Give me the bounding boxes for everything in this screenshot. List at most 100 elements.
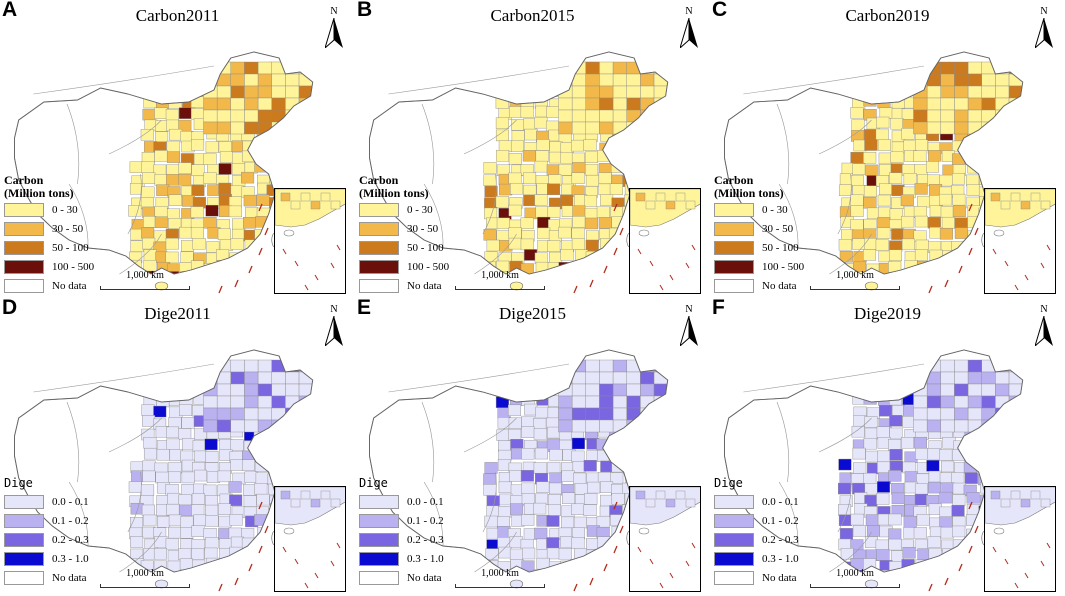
scale-bar: 1,000 km xyxy=(455,270,545,290)
legend-swatch xyxy=(4,259,44,274)
legend-title: Carbon xyxy=(714,173,754,187)
legend-item: 0.1 - 0.2 xyxy=(4,511,89,530)
legend-swatch xyxy=(359,532,399,547)
legend-label: No data xyxy=(407,571,442,584)
panel-letter: D xyxy=(2,296,18,319)
map-panel-c: C Carbon2019 N Carbon (Million tons) 0 -… xyxy=(710,0,1065,298)
legend-swatch xyxy=(4,221,44,236)
map-panel-b: B Carbon2015 N Carbon (Million tons) 0 -… xyxy=(355,0,710,298)
legend-label: 0.0 - 0.1 xyxy=(762,495,799,508)
legend-label: 0.2 - 0.3 xyxy=(52,533,89,546)
legend: Dige 0.0 - 0.1 0.1 - 0.2 0.2 - 0.3 0.3 -… xyxy=(359,476,444,587)
legend-swatch xyxy=(4,513,44,528)
legend: Carbon (Million tons) 0 - 30 30 - 50 50 … xyxy=(4,174,94,295)
legend-swatch xyxy=(714,202,754,217)
scale-label: 1,000 km xyxy=(126,270,164,281)
legend-swatch xyxy=(359,240,399,255)
legend-item: 0.2 - 0.3 xyxy=(359,530,444,549)
legend-item: 0.3 - 1.0 xyxy=(4,549,89,568)
legend-item: 0 - 30 xyxy=(359,200,449,219)
legend-item: 30 - 50 xyxy=(359,219,449,238)
legend-swatch xyxy=(714,240,754,255)
legend: Dige 0.0 - 0.1 0.1 - 0.2 0.2 - 0.3 0.3 -… xyxy=(714,476,799,587)
north-arrow-icon: N xyxy=(676,6,702,50)
legend-label: No data xyxy=(407,279,442,292)
legend-swatch xyxy=(359,202,399,217)
legend-label: 0.0 - 0.1 xyxy=(52,495,89,508)
legend-item: 0.2 - 0.3 xyxy=(4,530,89,549)
legend-label: 50 - 100 xyxy=(407,241,444,254)
scale-bar: 1,000 km xyxy=(100,270,190,290)
legend-label: 0.3 - 1.0 xyxy=(407,552,444,565)
legend-item: 0.2 - 0.3 xyxy=(714,530,799,549)
scale-label: 1,000 km xyxy=(481,568,519,579)
legend-label: No data xyxy=(762,571,797,584)
north-label: N xyxy=(1040,304,1048,315)
legend-subtitle: (Million tons) xyxy=(714,186,784,200)
legend-item: No data xyxy=(359,568,444,587)
legend-label: No data xyxy=(52,571,87,584)
scale-label: 1,000 km xyxy=(126,568,164,579)
legend-label: 0.2 - 0.3 xyxy=(407,533,444,546)
legend-title: Carbon xyxy=(359,173,399,187)
scale-label: 1,000 km xyxy=(481,270,519,281)
legend-label: 30 - 50 xyxy=(762,222,794,235)
panel-title: Carbon2019 xyxy=(845,6,930,25)
legend-item: 0 - 30 xyxy=(714,200,804,219)
legend-swatch xyxy=(359,259,399,274)
legend-label: 0.1 - 0.2 xyxy=(762,514,799,527)
panel-letter: B xyxy=(357,0,373,21)
legend-label: 30 - 50 xyxy=(52,222,84,235)
legend-label: 50 - 100 xyxy=(762,241,799,254)
legend-swatch xyxy=(714,221,754,236)
legend-swatch xyxy=(4,532,44,547)
legend-swatch xyxy=(359,221,399,236)
china-map-e xyxy=(369,349,669,592)
legend-swatch xyxy=(4,570,44,585)
legend-item: 0.0 - 0.1 xyxy=(714,492,799,511)
legend-item: 100 - 500 xyxy=(4,257,94,276)
map-panel-f: F Dige2019 N Dige 0.0 - 0.1 0.1 - 0.2 0.… xyxy=(710,296,1065,596)
legend-item: 0 - 30 xyxy=(4,200,94,219)
scale-bar: 1,000 km xyxy=(455,568,545,588)
panel-title: Dige2019 xyxy=(853,304,922,323)
north-label: N xyxy=(1040,6,1048,17)
scale-bar: 1,000 km xyxy=(100,568,190,588)
north-arrow-icon: N xyxy=(676,304,702,348)
legend-item: No data xyxy=(714,568,799,587)
legend-title: Dige xyxy=(714,476,743,490)
legend-item: 0.0 - 0.1 xyxy=(4,492,89,511)
legend-item: 0.1 - 0.2 xyxy=(714,511,799,530)
legend-swatch xyxy=(4,240,44,255)
north-label: N xyxy=(685,304,693,315)
legend-item: 30 - 50 xyxy=(714,219,804,238)
panel-letter: C xyxy=(712,0,728,21)
legend-swatch xyxy=(4,202,44,217)
legend-title: Dige xyxy=(4,476,33,490)
legend-item: 100 - 500 xyxy=(359,257,449,276)
legend: Carbon (Million tons) 0 - 30 30 - 50 50 … xyxy=(359,174,449,295)
legend-label: 100 - 500 xyxy=(52,260,95,273)
china-map-b xyxy=(369,51,669,294)
legend-item: 100 - 500 xyxy=(714,257,804,276)
scale-label: 1,000 km xyxy=(836,568,874,579)
legend-swatch xyxy=(714,259,754,274)
panel-title: Carbon2015 xyxy=(490,6,575,25)
legend-item: 30 - 50 xyxy=(4,219,94,238)
legend-label: 30 - 50 xyxy=(407,222,439,235)
legend-swatch xyxy=(359,570,399,585)
map-panel-d: D Dige2011 N Dige 0.0 - 0.1 0.1 - 0.2 0.… xyxy=(0,296,355,596)
legend-label: 50 - 100 xyxy=(52,241,89,254)
legend-label: 0.1 - 0.2 xyxy=(52,514,89,527)
legend-item: 0.1 - 0.2 xyxy=(359,511,444,530)
scale-label: 1,000 km xyxy=(836,270,874,281)
legend-item: 50 - 100 xyxy=(714,238,804,257)
legend-swatch xyxy=(4,551,44,566)
legend-label: 0 - 30 xyxy=(762,203,788,216)
legend: Carbon (Million tons) 0 - 30 30 - 50 50 … xyxy=(714,174,804,295)
north-arrow-icon: N xyxy=(1031,304,1057,348)
panel-letter: F xyxy=(712,296,725,319)
scale-bar: 1,000 km xyxy=(810,270,900,290)
north-arrow-icon: N xyxy=(321,304,347,348)
panel-letter: A xyxy=(2,0,18,21)
